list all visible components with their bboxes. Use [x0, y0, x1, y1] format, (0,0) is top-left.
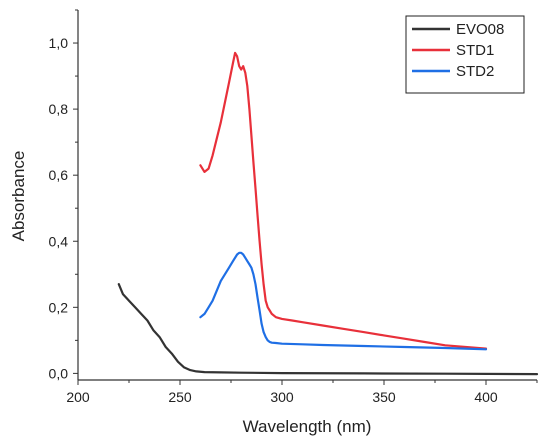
series-layer [117, 51, 539, 376]
series-line-std1 [199, 51, 488, 350]
series-line-evo08 [117, 283, 539, 376]
x-axis-ticks: 200 250 300 350 400 [66, 380, 538, 405]
y-tick-label: 0,4 [49, 233, 69, 249]
legend: EVO08 STD1 STD2 [405, 15, 525, 94]
y-tick-label: 0,6 [49, 167, 69, 183]
plot-frame [77, 10, 537, 381]
x-tick-label: 200 [66, 389, 90, 405]
x-tick-label: 350 [372, 389, 396, 405]
y-tick-label: 1,0 [49, 35, 69, 51]
y-axis-ticks: 0,0 0,2 0,4 0,6 0,8 1,0 [49, 9, 78, 381]
x-axis-title: Wavelength (nm) [243, 417, 372, 436]
legend-label-std2: STD2 [456, 63, 494, 80]
x-tick-label: 250 [168, 389, 192, 405]
x-tick-label: 300 [270, 389, 294, 405]
series-line-std2 [199, 251, 488, 351]
legend-label-std1: STD1 [456, 42, 494, 59]
y-tick-label: 0,8 [49, 101, 69, 117]
x-tick-label: 400 [474, 389, 498, 405]
y-tick-label: 0,2 [49, 299, 69, 315]
y-tick-label: 0,0 [49, 365, 69, 381]
y-axis-title: Absorbance [9, 151, 28, 242]
legend-label-evo08: EVO08 [456, 21, 504, 38]
